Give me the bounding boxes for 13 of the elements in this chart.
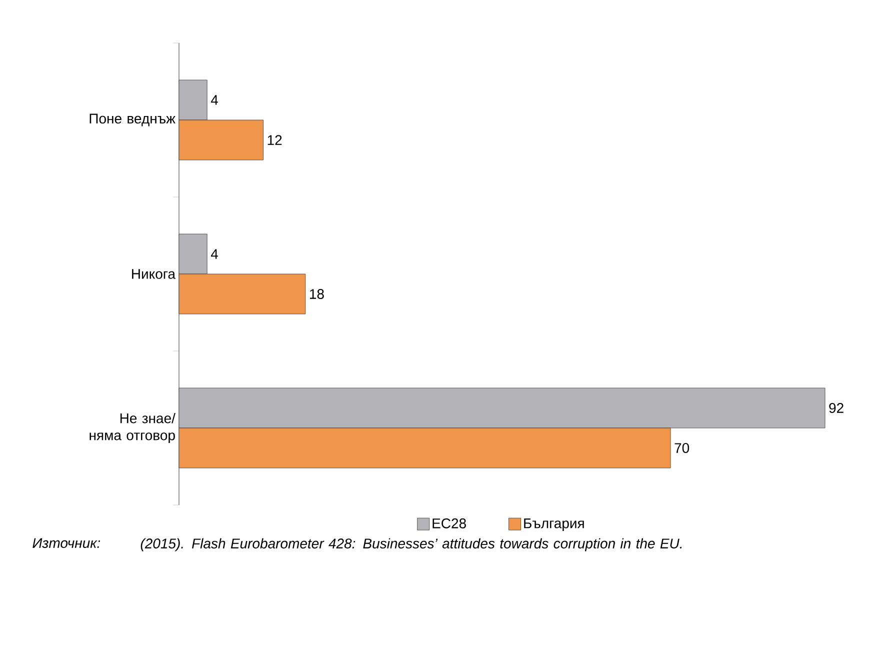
legend-label: България — [524, 518, 584, 532]
data-label: 70 — [674, 443, 690, 453]
y-tick-label: Не знае/ няма отговор — [90, 412, 176, 444]
y-tick-label: Никога — [132, 269, 176, 279]
data-label: 92 — [829, 403, 844, 413]
data-label: 4 — [210, 249, 218, 259]
data-label: 4 — [210, 95, 218, 105]
text: Източник: — [32, 538, 100, 548]
data-label: 12 — [268, 135, 282, 145]
data-label: 18 — [310, 289, 324, 299]
y-tick-label: Поне веднъж — [90, 114, 176, 126]
legend-label: ЕС28 — [432, 518, 466, 528]
text: (2015). Flash Eurobarometer 428: Businesses’ attitudes towards corruption in the EU. — [140, 538, 682, 552]
